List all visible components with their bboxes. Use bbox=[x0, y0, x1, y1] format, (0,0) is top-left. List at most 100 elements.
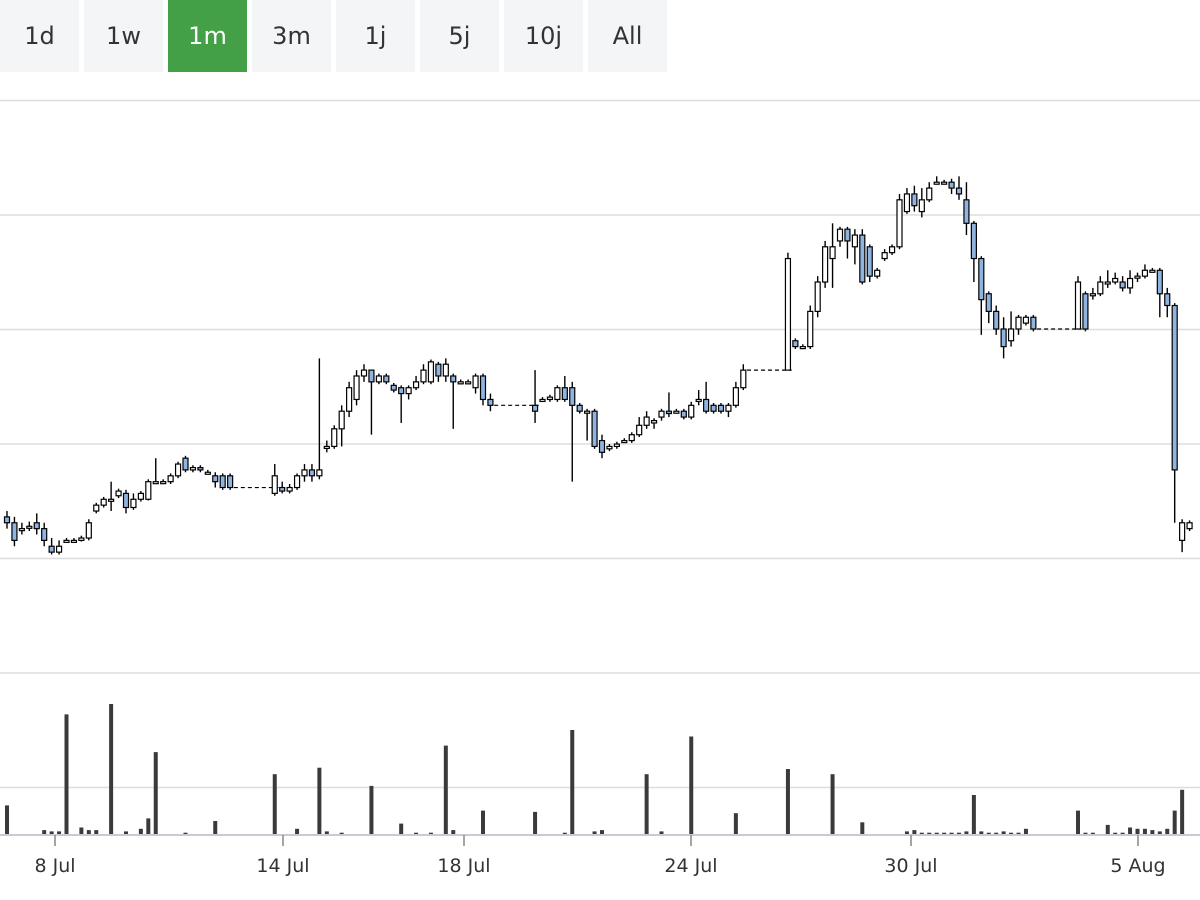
candle-body bbox=[331, 428, 338, 448]
candle-body bbox=[606, 445, 613, 450]
volume-bar bbox=[570, 730, 575, 834]
candle bbox=[822, 240, 829, 288]
candle-body bbox=[152, 481, 159, 485]
volume-bar bbox=[1150, 830, 1155, 834]
candle bbox=[859, 229, 866, 285]
volume-bar bbox=[1105, 824, 1110, 834]
candle-body bbox=[1082, 293, 1089, 330]
candle-body bbox=[591, 410, 598, 448]
candle-body bbox=[1164, 293, 1171, 307]
volume-bar bbox=[949, 832, 954, 834]
candle-body bbox=[1149, 269, 1156, 273]
candle-body bbox=[160, 481, 167, 485]
range-tab-10j[interactable]: 10j bbox=[504, 0, 583, 72]
candle bbox=[896, 193, 903, 250]
candle-body bbox=[108, 498, 115, 502]
range-tab-1m[interactable]: 1m bbox=[168, 0, 247, 72]
candle-body bbox=[271, 475, 278, 495]
candle-body bbox=[1171, 304, 1178, 471]
candle bbox=[531, 370, 539, 423]
candle bbox=[955, 176, 963, 200]
candle-body bbox=[375, 375, 382, 383]
candle-body bbox=[122, 492, 130, 509]
candle-body bbox=[643, 416, 650, 426]
range-tab-1d[interactable]: 1d bbox=[0, 0, 79, 72]
candle bbox=[331, 425, 338, 449]
candle-body bbox=[1104, 281, 1111, 285]
candle bbox=[412, 375, 420, 391]
candle bbox=[227, 473, 234, 490]
candle bbox=[1179, 519, 1186, 553]
candle bbox=[613, 441, 620, 449]
candle bbox=[145, 479, 152, 501]
range-tab-1j[interactable]: 1j bbox=[336, 0, 415, 72]
candle bbox=[316, 358, 323, 480]
candle-body bbox=[963, 199, 970, 224]
volume-bar bbox=[399, 823, 404, 834]
candle bbox=[1126, 270, 1134, 294]
candle-body bbox=[665, 410, 673, 415]
candle-body bbox=[3, 516, 11, 524]
candle-body bbox=[182, 457, 189, 471]
volume-bar bbox=[295, 828, 300, 834]
volume-bar bbox=[1023, 828, 1028, 834]
candle-body bbox=[1134, 275, 1141, 279]
candle-body bbox=[323, 445, 330, 450]
candle-body bbox=[650, 420, 658, 424]
candle bbox=[978, 256, 985, 335]
candle bbox=[63, 538, 70, 543]
range-tab-1w[interactable]: 1w bbox=[84, 0, 163, 72]
candle-body bbox=[680, 410, 687, 418]
volume-bar bbox=[1076, 810, 1080, 834]
candle bbox=[792, 338, 799, 349]
candle bbox=[546, 394, 554, 402]
candle bbox=[888, 244, 896, 256]
candle bbox=[212, 472, 219, 488]
candle-body bbox=[569, 387, 576, 406]
candle-body bbox=[621, 439, 628, 444]
candle bbox=[219, 473, 226, 490]
candle bbox=[137, 491, 144, 502]
candle bbox=[851, 229, 858, 265]
candle bbox=[881, 249, 888, 261]
range-tab-3m[interactable]: 3m bbox=[252, 0, 331, 72]
volume-bar bbox=[927, 832, 932, 834]
candle-body bbox=[933, 181, 940, 185]
volume-bar bbox=[1001, 831, 1006, 834]
candle-body bbox=[93, 504, 100, 512]
candle-body bbox=[955, 187, 963, 195]
candle bbox=[189, 465, 197, 473]
candle-body bbox=[688, 404, 695, 418]
candle bbox=[628, 432, 635, 443]
candle-body bbox=[219, 475, 226, 489]
candle bbox=[554, 385, 561, 402]
range-tab-all[interactable]: All bbox=[588, 0, 667, 72]
candle bbox=[375, 373, 382, 385]
candle bbox=[926, 182, 933, 203]
candle bbox=[695, 390, 702, 406]
candle-body bbox=[174, 463, 182, 477]
candle bbox=[293, 473, 301, 490]
candle bbox=[918, 188, 925, 218]
volume-bar bbox=[1135, 828, 1140, 834]
candle bbox=[78, 535, 85, 542]
volume-bar bbox=[912, 830, 917, 834]
volume-bar bbox=[153, 752, 158, 834]
candle-body bbox=[479, 375, 487, 401]
candle bbox=[903, 188, 911, 214]
candle bbox=[710, 402, 717, 414]
range-tab-5j[interactable]: 5j bbox=[420, 0, 499, 72]
candle-body bbox=[717, 404, 725, 412]
candle-body bbox=[204, 471, 211, 475]
candle bbox=[368, 369, 375, 435]
candle bbox=[301, 464, 308, 482]
candle-body bbox=[546, 396, 554, 401]
candle bbox=[33, 513, 40, 535]
candle-body bbox=[598, 439, 606, 453]
candle-body bbox=[792, 340, 799, 348]
candle-body bbox=[85, 522, 92, 539]
candle-body bbox=[472, 375, 479, 389]
candle bbox=[160, 479, 167, 485]
candle bbox=[41, 522, 48, 547]
